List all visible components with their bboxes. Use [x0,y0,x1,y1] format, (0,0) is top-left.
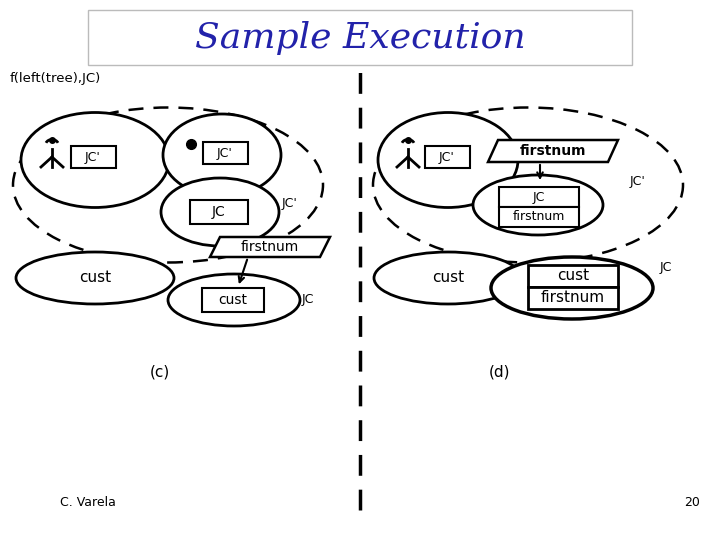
Ellipse shape [491,257,653,319]
Text: 20: 20 [684,496,700,509]
FancyBboxPatch shape [88,10,632,65]
Text: cust: cust [218,293,248,307]
Text: JC': JC' [439,151,455,164]
FancyBboxPatch shape [203,142,248,164]
Text: cust: cust [432,271,464,286]
Ellipse shape [21,112,169,207]
Text: firstnum: firstnum [541,291,605,306]
FancyBboxPatch shape [499,187,579,207]
FancyBboxPatch shape [528,287,618,309]
Text: JC: JC [212,205,226,219]
Text: JC: JC [302,294,315,307]
FancyBboxPatch shape [190,200,248,224]
FancyBboxPatch shape [71,146,116,168]
Text: JC: JC [533,191,545,204]
Text: (c): (c) [150,364,170,380]
Ellipse shape [168,274,300,326]
Polygon shape [488,140,618,162]
Ellipse shape [161,178,279,246]
Ellipse shape [378,112,518,207]
Text: firstnum: firstnum [513,211,565,224]
Text: JC': JC' [282,198,298,211]
Text: firstnum: firstnum [520,144,586,158]
Ellipse shape [473,175,603,235]
Text: (d): (d) [490,364,510,380]
FancyBboxPatch shape [499,207,579,227]
FancyBboxPatch shape [528,265,618,287]
Text: JC': JC' [217,146,233,159]
Ellipse shape [374,252,522,304]
Ellipse shape [16,252,174,304]
Ellipse shape [373,107,683,262]
Text: cust: cust [79,271,111,286]
Ellipse shape [163,114,281,196]
FancyBboxPatch shape [202,288,264,312]
Ellipse shape [13,107,323,262]
Text: JC: JC [660,261,672,274]
Text: cust: cust [557,268,589,284]
Text: C. Varela: C. Varela [60,496,116,509]
Text: Sample Execution: Sample Execution [194,21,526,55]
Polygon shape [210,237,330,257]
Text: f(left(tree),JC): f(left(tree),JC) [10,72,102,85]
Text: JC': JC' [85,151,101,164]
Text: JC': JC' [630,176,646,188]
Text: firstnum: firstnum [241,240,299,254]
FancyBboxPatch shape [425,146,470,168]
